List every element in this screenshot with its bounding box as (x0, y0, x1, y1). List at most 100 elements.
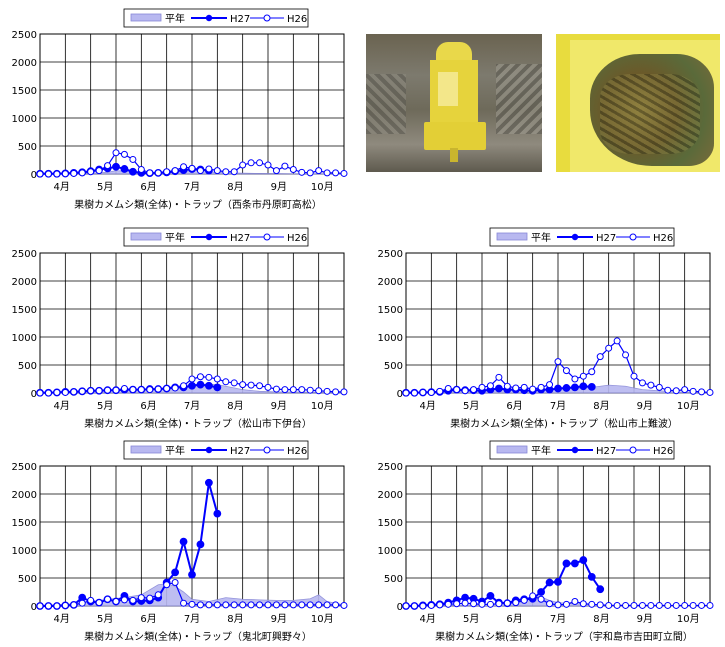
h26-point (104, 162, 112, 170)
h26-point (306, 386, 314, 394)
x-tick-label: 9月 (271, 613, 287, 625)
y-tick-label: 500 (384, 361, 403, 372)
h26-point (332, 169, 340, 177)
h26-point (196, 373, 204, 381)
h26-point (281, 162, 289, 170)
h26-point (44, 389, 52, 397)
h26-point (188, 375, 196, 383)
chart-title: 果樹カメムシ類(全体)・トラップ（松山市下伊台） (84, 417, 312, 430)
x-tick-label: 9月 (271, 181, 287, 193)
h26-point (112, 598, 120, 606)
legend-avg-swatch (496, 445, 528, 454)
legend-h26-marker (629, 233, 637, 241)
h26-point (315, 601, 323, 609)
x-tick-label: 9月 (637, 613, 653, 625)
h26-point (53, 388, 61, 396)
h26-point (256, 159, 264, 167)
y-tick-label: 1000 (12, 546, 37, 557)
y-tick-label: 2000 (378, 490, 403, 501)
h26-point (605, 601, 613, 609)
x-tick-label: 5月 (97, 613, 113, 625)
h27-point (120, 165, 129, 173)
h26-point (230, 379, 238, 387)
x-tick-label: 10月 (677, 400, 700, 412)
y-tick-label: 1500 (12, 518, 37, 529)
legend-h26-label: H26 (287, 446, 307, 457)
h27-point (188, 570, 196, 579)
h26-point (546, 381, 554, 389)
h26-point (689, 387, 697, 395)
x-tick-label: 7月 (550, 613, 566, 625)
x-tick-label: 4月 (54, 613, 70, 625)
h26-point (36, 602, 44, 610)
h26-point (520, 596, 528, 604)
h26-point (520, 383, 528, 391)
h26-point (630, 372, 638, 380)
h26-point (613, 337, 621, 345)
chart-svg: 平年 H27 H26 0 500 1000 1500 2000 2500 4月 5月 6月 7月 8月 9月… (378, 440, 714, 643)
legend: 平年 H27 H26 (123, 227, 309, 247)
h26-point (340, 601, 348, 609)
y-tick-label: 2500 (12, 249, 37, 260)
h26-point (95, 387, 103, 395)
series-open (402, 337, 714, 397)
h26-point (503, 382, 511, 390)
h26-point (104, 386, 112, 394)
chart-svg: 平年 H27 H26 0 500 1000 1500 2000 2500 4月 5月 6月 7月 8月 9月… (12, 440, 348, 643)
h26-point (419, 602, 427, 610)
h26-point (478, 600, 486, 608)
h26-point (571, 375, 579, 383)
h26-point (571, 598, 579, 606)
h26-point (129, 155, 137, 163)
y-tick-label: 1000 (378, 546, 403, 557)
h26-point (622, 351, 630, 359)
x-tick-label: 9月 (271, 400, 287, 412)
legend: 平年 H27 H26 (489, 440, 675, 460)
yellow-trap-photo (366, 34, 542, 172)
h26-point (120, 385, 128, 393)
h26-point (323, 169, 331, 177)
h26-point (588, 368, 596, 376)
y-tick-label: 2000 (378, 277, 403, 288)
legend: 平年 H27 H26 (123, 440, 309, 460)
h26-point (402, 602, 410, 610)
x-tick-label: 7月 (184, 613, 200, 625)
y-tick-label: 2000 (12, 490, 37, 501)
h26-point (180, 599, 188, 607)
h26-point (562, 367, 570, 375)
x-tick-label: 6月 (140, 400, 156, 412)
h26-point (36, 170, 44, 178)
y-tick-label: 2500 (378, 249, 403, 260)
x-tick-label: 8月 (227, 181, 243, 193)
h26-point (129, 386, 137, 394)
h26-point (706, 388, 714, 396)
h26-point (444, 600, 452, 608)
h26-point (222, 168, 230, 176)
h26-point (605, 344, 613, 352)
h26-point (44, 602, 52, 610)
h26-point (470, 386, 478, 394)
h26-point (70, 601, 78, 609)
h26-point (154, 385, 162, 393)
h26-point (213, 601, 221, 609)
x-tick-label: 4月 (54, 400, 70, 412)
h26-point (664, 601, 672, 609)
x-tick-label: 10月 (311, 181, 334, 193)
h27-point (587, 572, 596, 581)
h26-point (53, 170, 61, 178)
chart-5: 平年 H27 H26 0 500 1000 1500 2000 2500 4月 5月 6月 7月 8月 9月… (366, 432, 725, 647)
legend-avg-label: 平年 (165, 12, 185, 25)
h26-point (647, 381, 655, 389)
h26-point (87, 168, 95, 176)
series-open (36, 373, 348, 397)
h27-point (562, 559, 571, 568)
chart-svg: 平年 H27 H26 0 500 1000 1500 2000 2500 4月 5月 6月 7月 8月 9月… (12, 8, 348, 211)
chart-2: 平年 H27 H26 0 500 1000 1500 2000 2500 4月 5月 6月 7月 8月 9月… (0, 219, 360, 434)
h26-point (554, 358, 562, 366)
h26-point (546, 600, 554, 608)
y-tick-label: 0 (397, 602, 403, 613)
h26-point (95, 167, 103, 175)
h26-point (104, 595, 112, 603)
y-tick-label: 0 (31, 602, 37, 613)
h26-point (672, 601, 680, 609)
